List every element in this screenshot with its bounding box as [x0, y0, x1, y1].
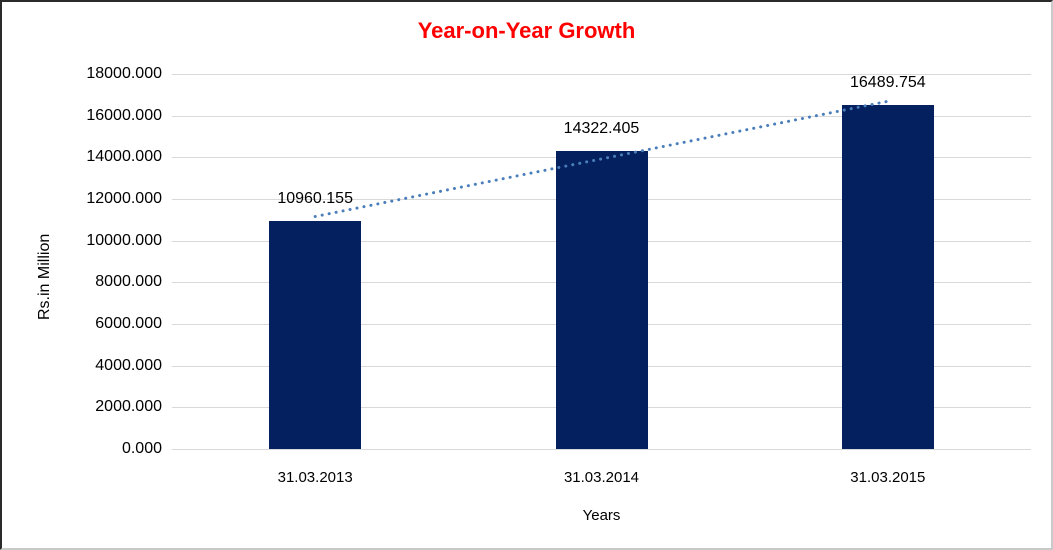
data-label: 10960.155 — [277, 189, 353, 207]
bar — [269, 220, 362, 449]
chart-title: Year-on-Year Growth — [417, 18, 636, 43]
data-label: 14322.405 — [563, 119, 640, 137]
y-tick-label: 16000.000 — [86, 106, 162, 124]
y-tick-label: 0.000 — [121, 440, 162, 457]
y-tick-label: 14000.000 — [86, 148, 162, 166]
x-tick-label: 31.03.2013 — [277, 469, 353, 486]
bar — [841, 105, 934, 449]
y-tick-label: 18000.000 — [86, 65, 162, 82]
bar — [555, 150, 648, 449]
y-tick-label: 2000.000 — [95, 398, 162, 416]
plot-area: 10960.155 14322.405 16489.754 — [172, 74, 1031, 450]
data-label: 16489.754 — [850, 74, 926, 92]
y-tick-label: 8000.000 — [95, 273, 162, 291]
gridline — [172, 449, 1031, 450]
y-tick-label: 4000.000 — [95, 356, 162, 374]
x-tick-label: 31.03.2014 — [563, 469, 640, 486]
x-tick-label: 31.03.2015 — [850, 469, 926, 486]
y-tick-label: 12000.000 — [86, 190, 162, 207]
gridline — [172, 74, 1031, 75]
y-tick-label: 10000.000 — [86, 231, 162, 249]
y-tick-label: 6000.000 — [95, 315, 162, 332]
x-axis-title: Years — [582, 507, 621, 524]
